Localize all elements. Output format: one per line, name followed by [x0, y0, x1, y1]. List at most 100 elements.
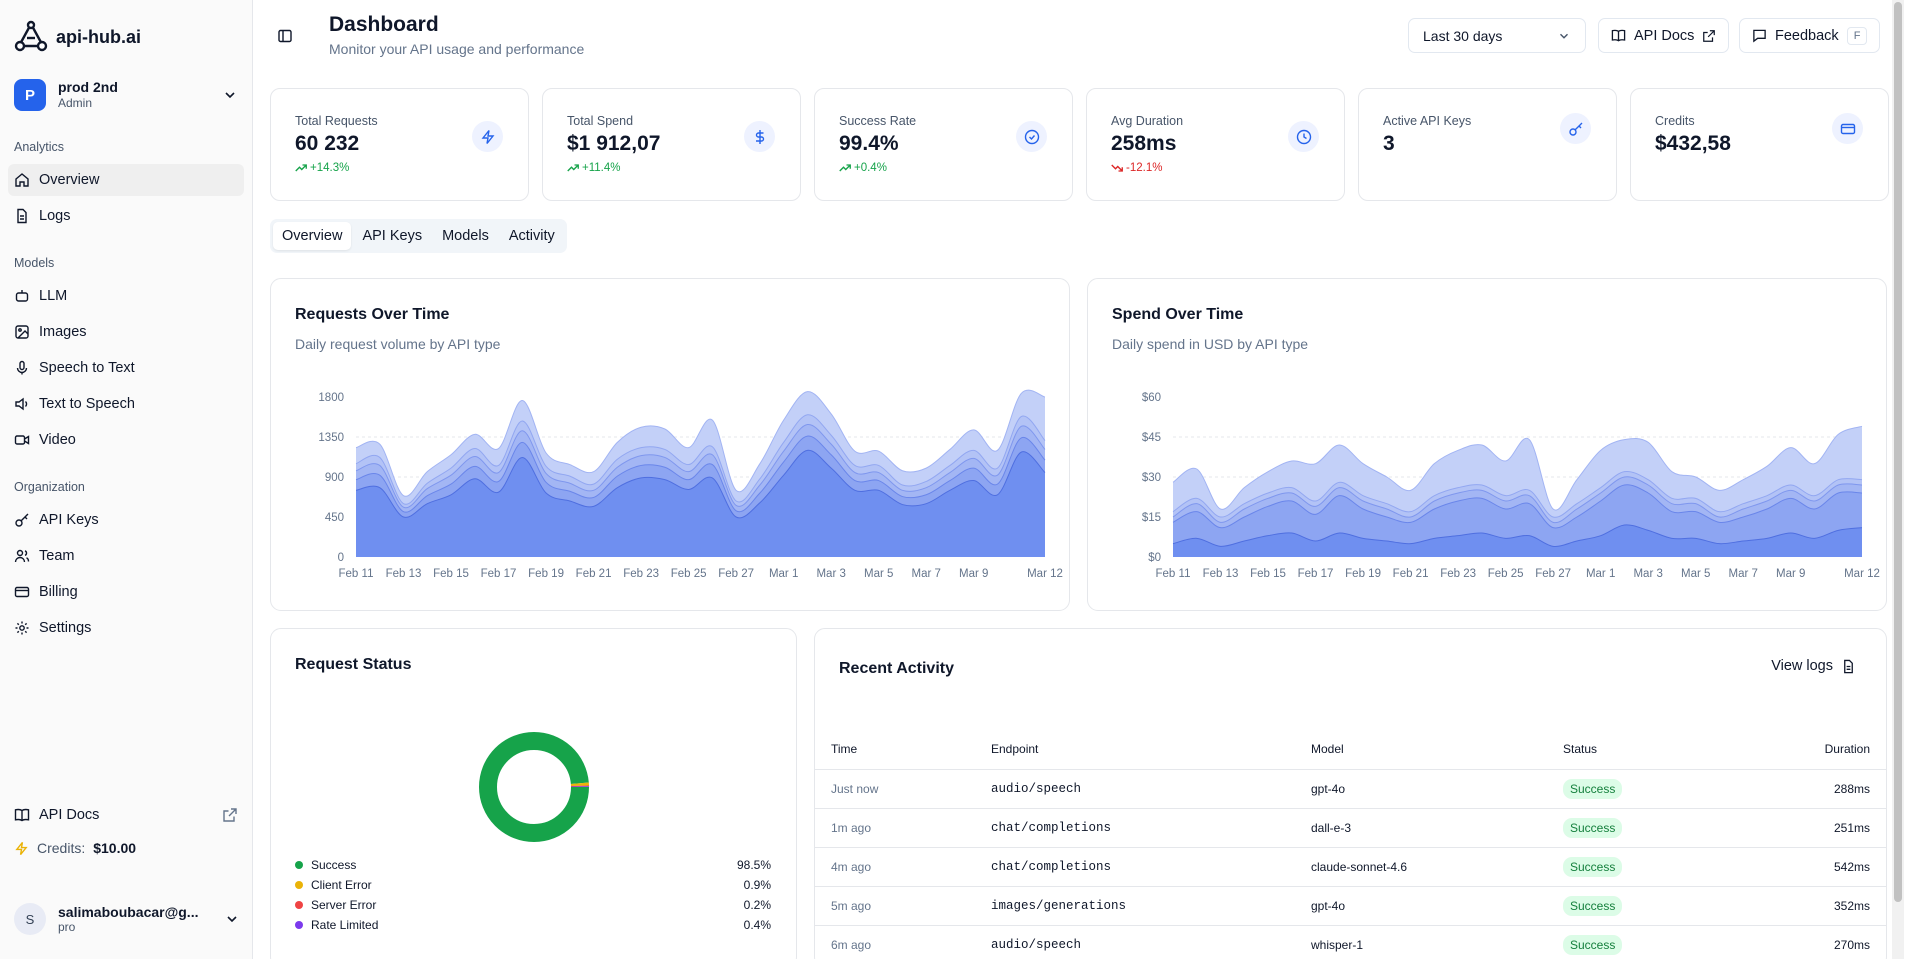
tab-api-keys[interactable]: API Keys: [362, 228, 423, 244]
sidebar-credits: Credits: $10.00: [14, 840, 136, 856]
sidebar-item-settings[interactable]: Settings: [8, 612, 244, 644]
stat-label: Total Requests: [295, 114, 378, 128]
feedback-button[interactable]: Feedback F: [1739, 18, 1881, 53]
y-tick-label: $0: [1148, 552, 1161, 564]
gear-icon: [15, 621, 29, 635]
col-status[interactable]: Status: [1547, 729, 1747, 770]
cell-model: claude-sonnet-4.6: [1295, 847, 1547, 887]
tab-activity[interactable]: Activity: [508, 228, 555, 244]
status-badge: Success: [1563, 817, 1623, 838]
table-row[interactable]: 4m ago chat/completions claude-sonnet-4.…: [815, 847, 1886, 887]
table-row[interactable]: 5m ago images/generations gpt-4o Success…: [815, 886, 1886, 926]
area-series-line-3: [355, 424, 1046, 509]
x-tick-label: Mar 12: [1844, 568, 1880, 580]
home-icon: [15, 173, 29, 187]
col-endpoint[interactable]: Endpoint: [975, 729, 1295, 770]
api-docs-button[interactable]: API Docs: [1598, 18, 1730, 53]
sidebar-item-label: Overview: [39, 172, 100, 188]
cell-endpoint: audio/speech: [975, 769, 1295, 809]
sidebar-item-logs[interactable]: Logs: [8, 200, 244, 232]
sidebar-item-label: Speech to Text: [39, 360, 135, 376]
table-row[interactable]: Just now audio/speech gpt-4o Success 288…: [815, 769, 1886, 809]
stat-card-total-requests: Total Requests 60 232 +14.3%: [270, 88, 529, 201]
area-series-line-2: [1172, 484, 1863, 529]
sidebar-toggle-button[interactable]: [273, 24, 297, 48]
stat-value: $432,58: [1655, 132, 1731, 155]
table-header-row: Time Endpoint Model Status Duration: [815, 729, 1886, 770]
page-subtitle: Monitor your API usage and performance: [329, 41, 585, 57]
feedback-shortcut: F: [1846, 26, 1868, 45]
stat-delta: -12.1%: [1111, 162, 1162, 174]
cell-status: Success: [1547, 847, 1747, 887]
x-tick-label: Feb 21: [1393, 568, 1429, 580]
col-model[interactable]: Model: [1295, 729, 1547, 770]
area-series-line-1: [355, 449, 1046, 519]
x-tick-label: Feb 19: [528, 568, 564, 580]
cell-time: 6m ago: [815, 925, 975, 959]
sidebar-item-api-docs[interactable]: API Docs: [8, 799, 244, 831]
mic-icon: [16, 360, 28, 375]
sidebar-item-label: Team: [39, 548, 75, 564]
sidebar-item-billing[interactable]: Billing: [8, 576, 244, 608]
table-row[interactable]: 6m ago audio/speech whisper-1 Success 27…: [815, 925, 1886, 959]
y-tick-label: 1800: [318, 392, 344, 404]
y-tick-label: 1350: [318, 432, 344, 444]
workspace-switcher[interactable]: P prod 2nd Admin: [8, 74, 244, 116]
area-series-line-1: [1172, 524, 1863, 547]
status-badge: Success: [1563, 895, 1623, 916]
section-label-models: Models: [14, 256, 55, 270]
legend-item: Rate Limited 0.4%: [295, 918, 771, 932]
request-status-card: Request Status Success 98.5% Client Erro…: [270, 628, 797, 959]
sidebar-item-text-to-speech[interactable]: Text to Speech: [8, 388, 244, 420]
cell-endpoint: audio/speech: [975, 925, 1295, 959]
section-label-analytics: Analytics: [14, 140, 65, 154]
cell-model: gpt-4o: [1295, 886, 1547, 926]
speaker-icon: [15, 397, 28, 411]
date-range-select[interactable]: Last 30 days: [1408, 18, 1586, 53]
view-logs-button[interactable]: View logs: [1771, 658, 1856, 674]
clock-icon: [1288, 121, 1319, 152]
credits-value: $10.00: [93, 840, 137, 856]
sidebar-item-label: API Docs: [39, 807, 100, 823]
sidebar-item-llm[interactable]: LLM: [8, 280, 244, 312]
scrollbar-thumb[interactable]: [1894, 2, 1902, 902]
table-row[interactable]: 1m ago chat/completions dall-e-3 Success…: [815, 808, 1886, 848]
sidebar-item-api-keys[interactable]: API Keys: [8, 504, 244, 536]
sidebar-item-overview[interactable]: Overview: [8, 164, 244, 196]
scrollbar[interactable]: [1892, 0, 1904, 959]
user-menu[interactable]: S salimaboubacar@g... pro: [14, 898, 240, 940]
sidebar-toggle-icon: [278, 29, 292, 43]
brand-name: api-hub.ai: [56, 26, 141, 47]
col-duration[interactable]: Duration: [1747, 729, 1886, 770]
col-time[interactable]: Time: [815, 729, 975, 770]
sidebar-item-team[interactable]: Team: [8, 540, 244, 572]
sidebar-item-images[interactable]: Images: [8, 316, 244, 348]
external-link-icon: [1703, 29, 1716, 42]
tab-overview[interactable]: Overview: [273, 222, 352, 250]
dashboard-tabs: Overview API Keys Models Activity: [270, 219, 567, 253]
sidebar-item-label: Settings: [39, 620, 92, 636]
stat-card-credits: Credits $432,58: [1630, 88, 1889, 201]
area-series-1: [356, 450, 1045, 557]
tab-models[interactable]: Models: [442, 228, 489, 244]
workspace-avatar: P: [14, 79, 46, 111]
x-tick-label: Mar 9: [1776, 568, 1805, 580]
sidebar-item-video[interactable]: Video: [8, 424, 244, 456]
trending-up-icon: [567, 164, 579, 172]
x-tick-label: Mar 12: [1027, 568, 1063, 580]
x-tick-label: Feb 21: [576, 568, 612, 580]
x-tick-label: Mar 7: [1729, 568, 1758, 580]
y-tick-label: 450: [325, 512, 344, 524]
x-tick-label: Feb 17: [1298, 568, 1334, 580]
key-icon: [1560, 113, 1591, 144]
brand[interactable]: api-hub.ai: [14, 20, 141, 54]
donut-slice-success: [479, 732, 589, 842]
stat-label: Success Rate: [839, 114, 917, 128]
cell-status: Success: [1547, 886, 1747, 926]
sidebar-item-label: LLM: [39, 288, 68, 304]
cell-status: Success: [1547, 769, 1747, 809]
x-tick-label: Feb 25: [1488, 568, 1524, 580]
image-icon: [15, 325, 29, 339]
stat-delta: +0.4%: [839, 162, 887, 174]
sidebar-item-speech-to-text[interactable]: Speech to Text: [8, 352, 244, 384]
